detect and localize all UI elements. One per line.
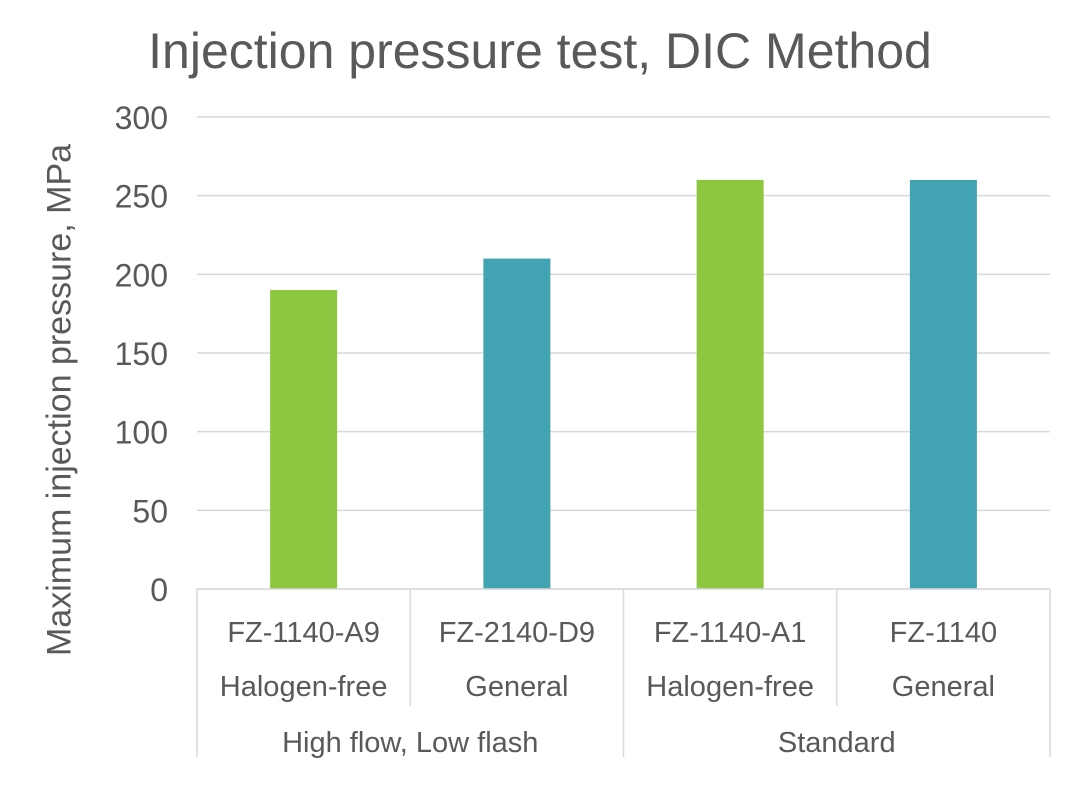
bar: [909, 179, 977, 589]
bar: [270, 290, 338, 589]
x-tick-label-name: FZ-1140-A1: [654, 617, 807, 649]
bar: [483, 258, 551, 589]
x-tick-label-type: Halogen-free: [646, 671, 814, 703]
x-group-label: High flow, Low flash: [282, 727, 538, 759]
chart-title: Injection pressure test, DIC Method: [148, 23, 932, 79]
y-tick-label: 0: [150, 572, 168, 608]
x-tick-label-name: FZ-1140-A9: [227, 617, 380, 649]
y-tick-label: 50: [132, 493, 168, 529]
x-tick-label-type: General: [892, 671, 995, 703]
y-tick-label: 200: [115, 257, 168, 293]
x-tick-label-type: Halogen-free: [220, 671, 388, 703]
bar: [696, 179, 764, 589]
y-tick-label: 300: [115, 100, 168, 136]
x-group-label: Standard: [778, 727, 896, 759]
x-tick-label-name: FZ-2140-D9: [439, 617, 595, 649]
y-tick-label: 150: [115, 336, 168, 372]
x-tick-label-type: General: [465, 671, 568, 703]
y-tick-label: 250: [115, 179, 168, 215]
y-tick-label: 100: [115, 415, 168, 451]
x-tick-label-name: FZ-1140: [890, 617, 997, 649]
